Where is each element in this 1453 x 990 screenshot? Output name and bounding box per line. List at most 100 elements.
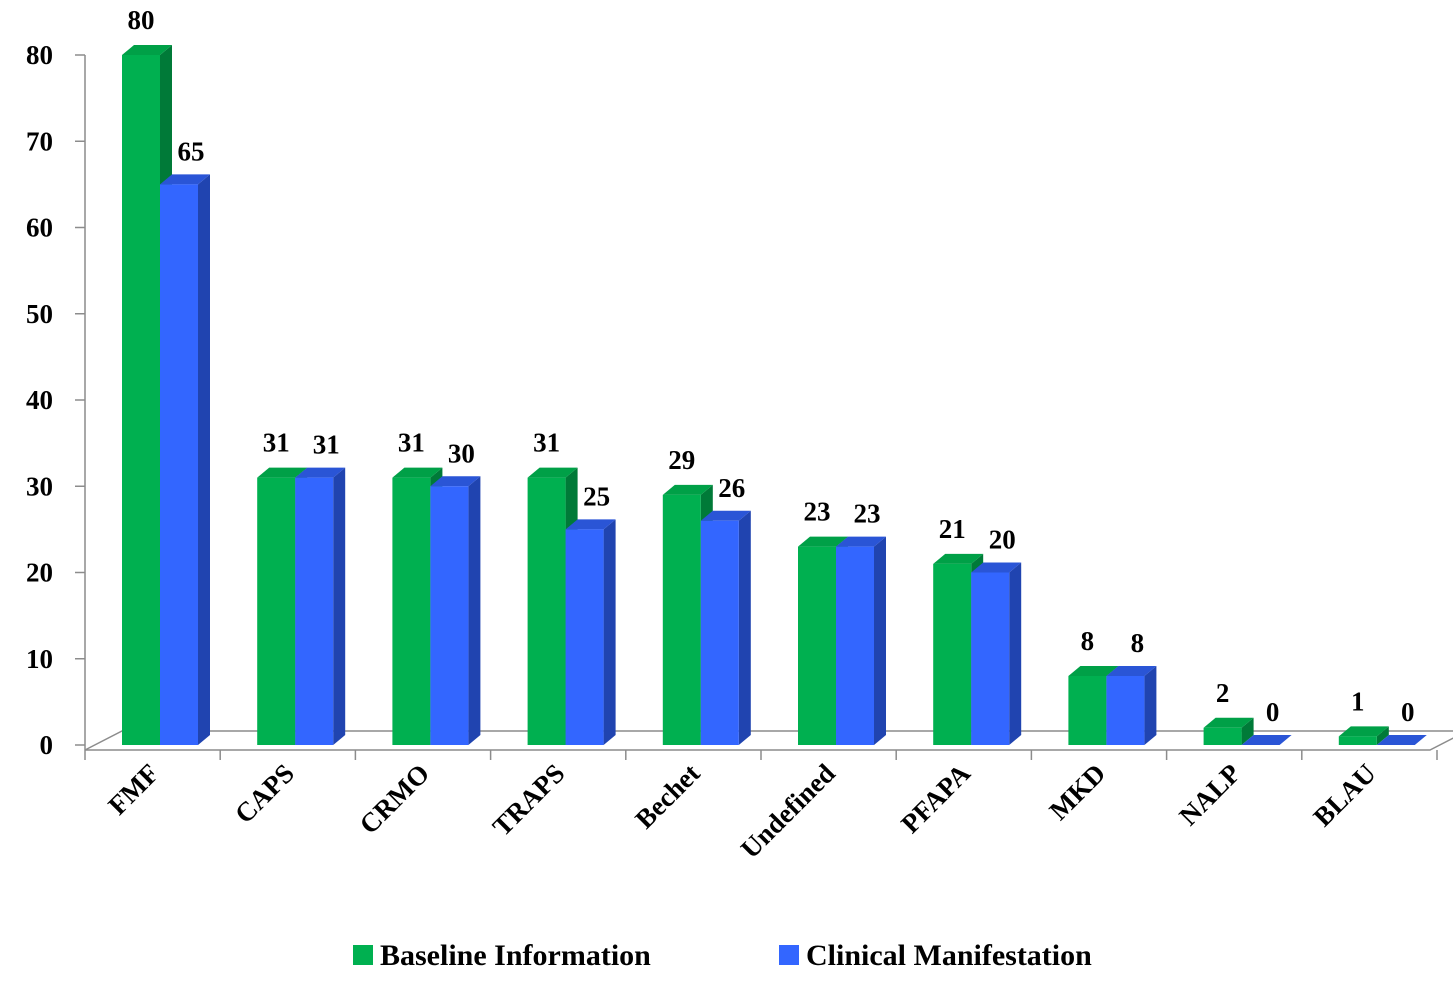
bar-front bbox=[122, 55, 160, 745]
bar-front bbox=[933, 563, 972, 745]
bar-front bbox=[295, 477, 334, 745]
bar-front bbox=[836, 546, 874, 745]
bar-clinical bbox=[700, 510, 751, 745]
chart-floor bbox=[84, 730, 1453, 751]
legend: Baseline Information Clinical Manifestati… bbox=[353, 939, 1092, 972]
data-label: 65 bbox=[178, 136, 205, 166]
y-tick-label: 20 bbox=[26, 558, 53, 588]
y-tick-label: 80 bbox=[26, 40, 53, 70]
bar-side bbox=[874, 536, 886, 745]
bar-front bbox=[971, 572, 1010, 745]
bar-top bbox=[700, 510, 751, 521]
bar-top bbox=[160, 174, 210, 185]
data-label: 0 bbox=[1266, 697, 1280, 727]
bar-top bbox=[798, 536, 848, 547]
bar-top bbox=[392, 467, 443, 478]
bar-top bbox=[971, 562, 1022, 573]
bar-top bbox=[1068, 666, 1119, 676]
bar-top bbox=[1338, 726, 1389, 737]
bar-front bbox=[392, 477, 431, 745]
data-label: 80 bbox=[128, 5, 155, 35]
data-label: 25 bbox=[583, 481, 610, 511]
bar-clinical bbox=[836, 536, 886, 745]
data-label: 31 bbox=[398, 428, 425, 458]
bar-clinical bbox=[1106, 666, 1157, 745]
data-label: 20 bbox=[989, 525, 1016, 555]
bar-clinical bbox=[160, 174, 210, 745]
legend-swatch bbox=[779, 945, 799, 965]
bars bbox=[122, 45, 1427, 745]
bar-clinical bbox=[971, 562, 1022, 745]
bar-top bbox=[430, 476, 481, 487]
legend-swatch bbox=[353, 945, 373, 965]
y-tick-label: 10 bbox=[26, 644, 53, 674]
x-tick-label: MKD bbox=[1043, 758, 1111, 826]
data-label: 26 bbox=[718, 473, 745, 503]
bar-front bbox=[1203, 727, 1242, 745]
data-label: 31 bbox=[263, 428, 290, 458]
data-label: 21 bbox=[939, 514, 966, 544]
legend-label: Clinical Manifestation bbox=[806, 939, 1092, 972]
y-tick-label: 0 bbox=[40, 730, 54, 760]
x-tick-label: CRMO bbox=[354, 758, 436, 840]
y-tick-label: 50 bbox=[26, 299, 53, 329]
bar-front bbox=[565, 529, 604, 745]
data-label: 30 bbox=[448, 438, 475, 468]
bar-top bbox=[257, 467, 308, 478]
bar-front bbox=[527, 477, 566, 745]
bar-clinical bbox=[1376, 735, 1427, 745]
data-label: 2 bbox=[1216, 678, 1230, 708]
bar-front bbox=[160, 184, 198, 745]
x-tick-label: FMF bbox=[102, 758, 165, 821]
bar-side bbox=[603, 519, 616, 745]
y-tick-label: 60 bbox=[26, 213, 53, 243]
bar-front bbox=[257, 477, 296, 745]
data-label: 31 bbox=[533, 428, 560, 458]
legend-label: Baseline Information bbox=[380, 939, 651, 972]
bar-top bbox=[933, 553, 984, 564]
bar-baseline bbox=[1203, 717, 1254, 745]
data-label: 23 bbox=[804, 497, 831, 527]
bar-side bbox=[1144, 666, 1157, 745]
x-tick-label: CAPS bbox=[229, 758, 300, 829]
bar-top bbox=[836, 536, 886, 547]
x-tick-label: Undefined bbox=[735, 758, 841, 864]
bar-clinical bbox=[1241, 735, 1292, 745]
y-tick-label: 40 bbox=[26, 385, 53, 415]
floor-plane bbox=[84, 730, 1453, 751]
data-label: 23 bbox=[854, 499, 881, 529]
x-tick-label: Bechet bbox=[629, 758, 705, 834]
bar-baseline bbox=[1338, 726, 1389, 745]
bar-side bbox=[1009, 562, 1022, 745]
bar-front bbox=[662, 494, 701, 745]
bar-side bbox=[1376, 726, 1389, 745]
data-label: 1 bbox=[1351, 686, 1365, 716]
bar-front bbox=[1338, 736, 1377, 745]
bar-top bbox=[1241, 735, 1292, 745]
bar-front bbox=[430, 486, 469, 745]
data-label: 8 bbox=[1131, 628, 1145, 658]
data-label: 29 bbox=[668, 445, 695, 475]
data-label: 8 bbox=[1081, 626, 1095, 656]
x-tick-label: NALP bbox=[1173, 758, 1246, 831]
bar-top bbox=[662, 484, 713, 495]
bar-side bbox=[333, 467, 346, 745]
x-tick-label: TRAPS bbox=[487, 758, 571, 842]
bar-side bbox=[738, 510, 751, 745]
bar-top bbox=[295, 467, 346, 478]
data-label: 31 bbox=[313, 430, 340, 460]
bar-side bbox=[1241, 717, 1254, 745]
bar-front bbox=[798, 546, 836, 745]
bar-clinical bbox=[430, 476, 481, 745]
bar-clinical bbox=[295, 467, 346, 745]
bar-top bbox=[1376, 735, 1427, 745]
bar-front bbox=[700, 520, 739, 745]
bar-top bbox=[1106, 666, 1157, 676]
bar-side bbox=[468, 476, 481, 745]
bar-top bbox=[527, 467, 578, 478]
bar-front bbox=[1068, 676, 1107, 745]
bar-front bbox=[1106, 676, 1145, 745]
bar-top bbox=[565, 519, 616, 530]
